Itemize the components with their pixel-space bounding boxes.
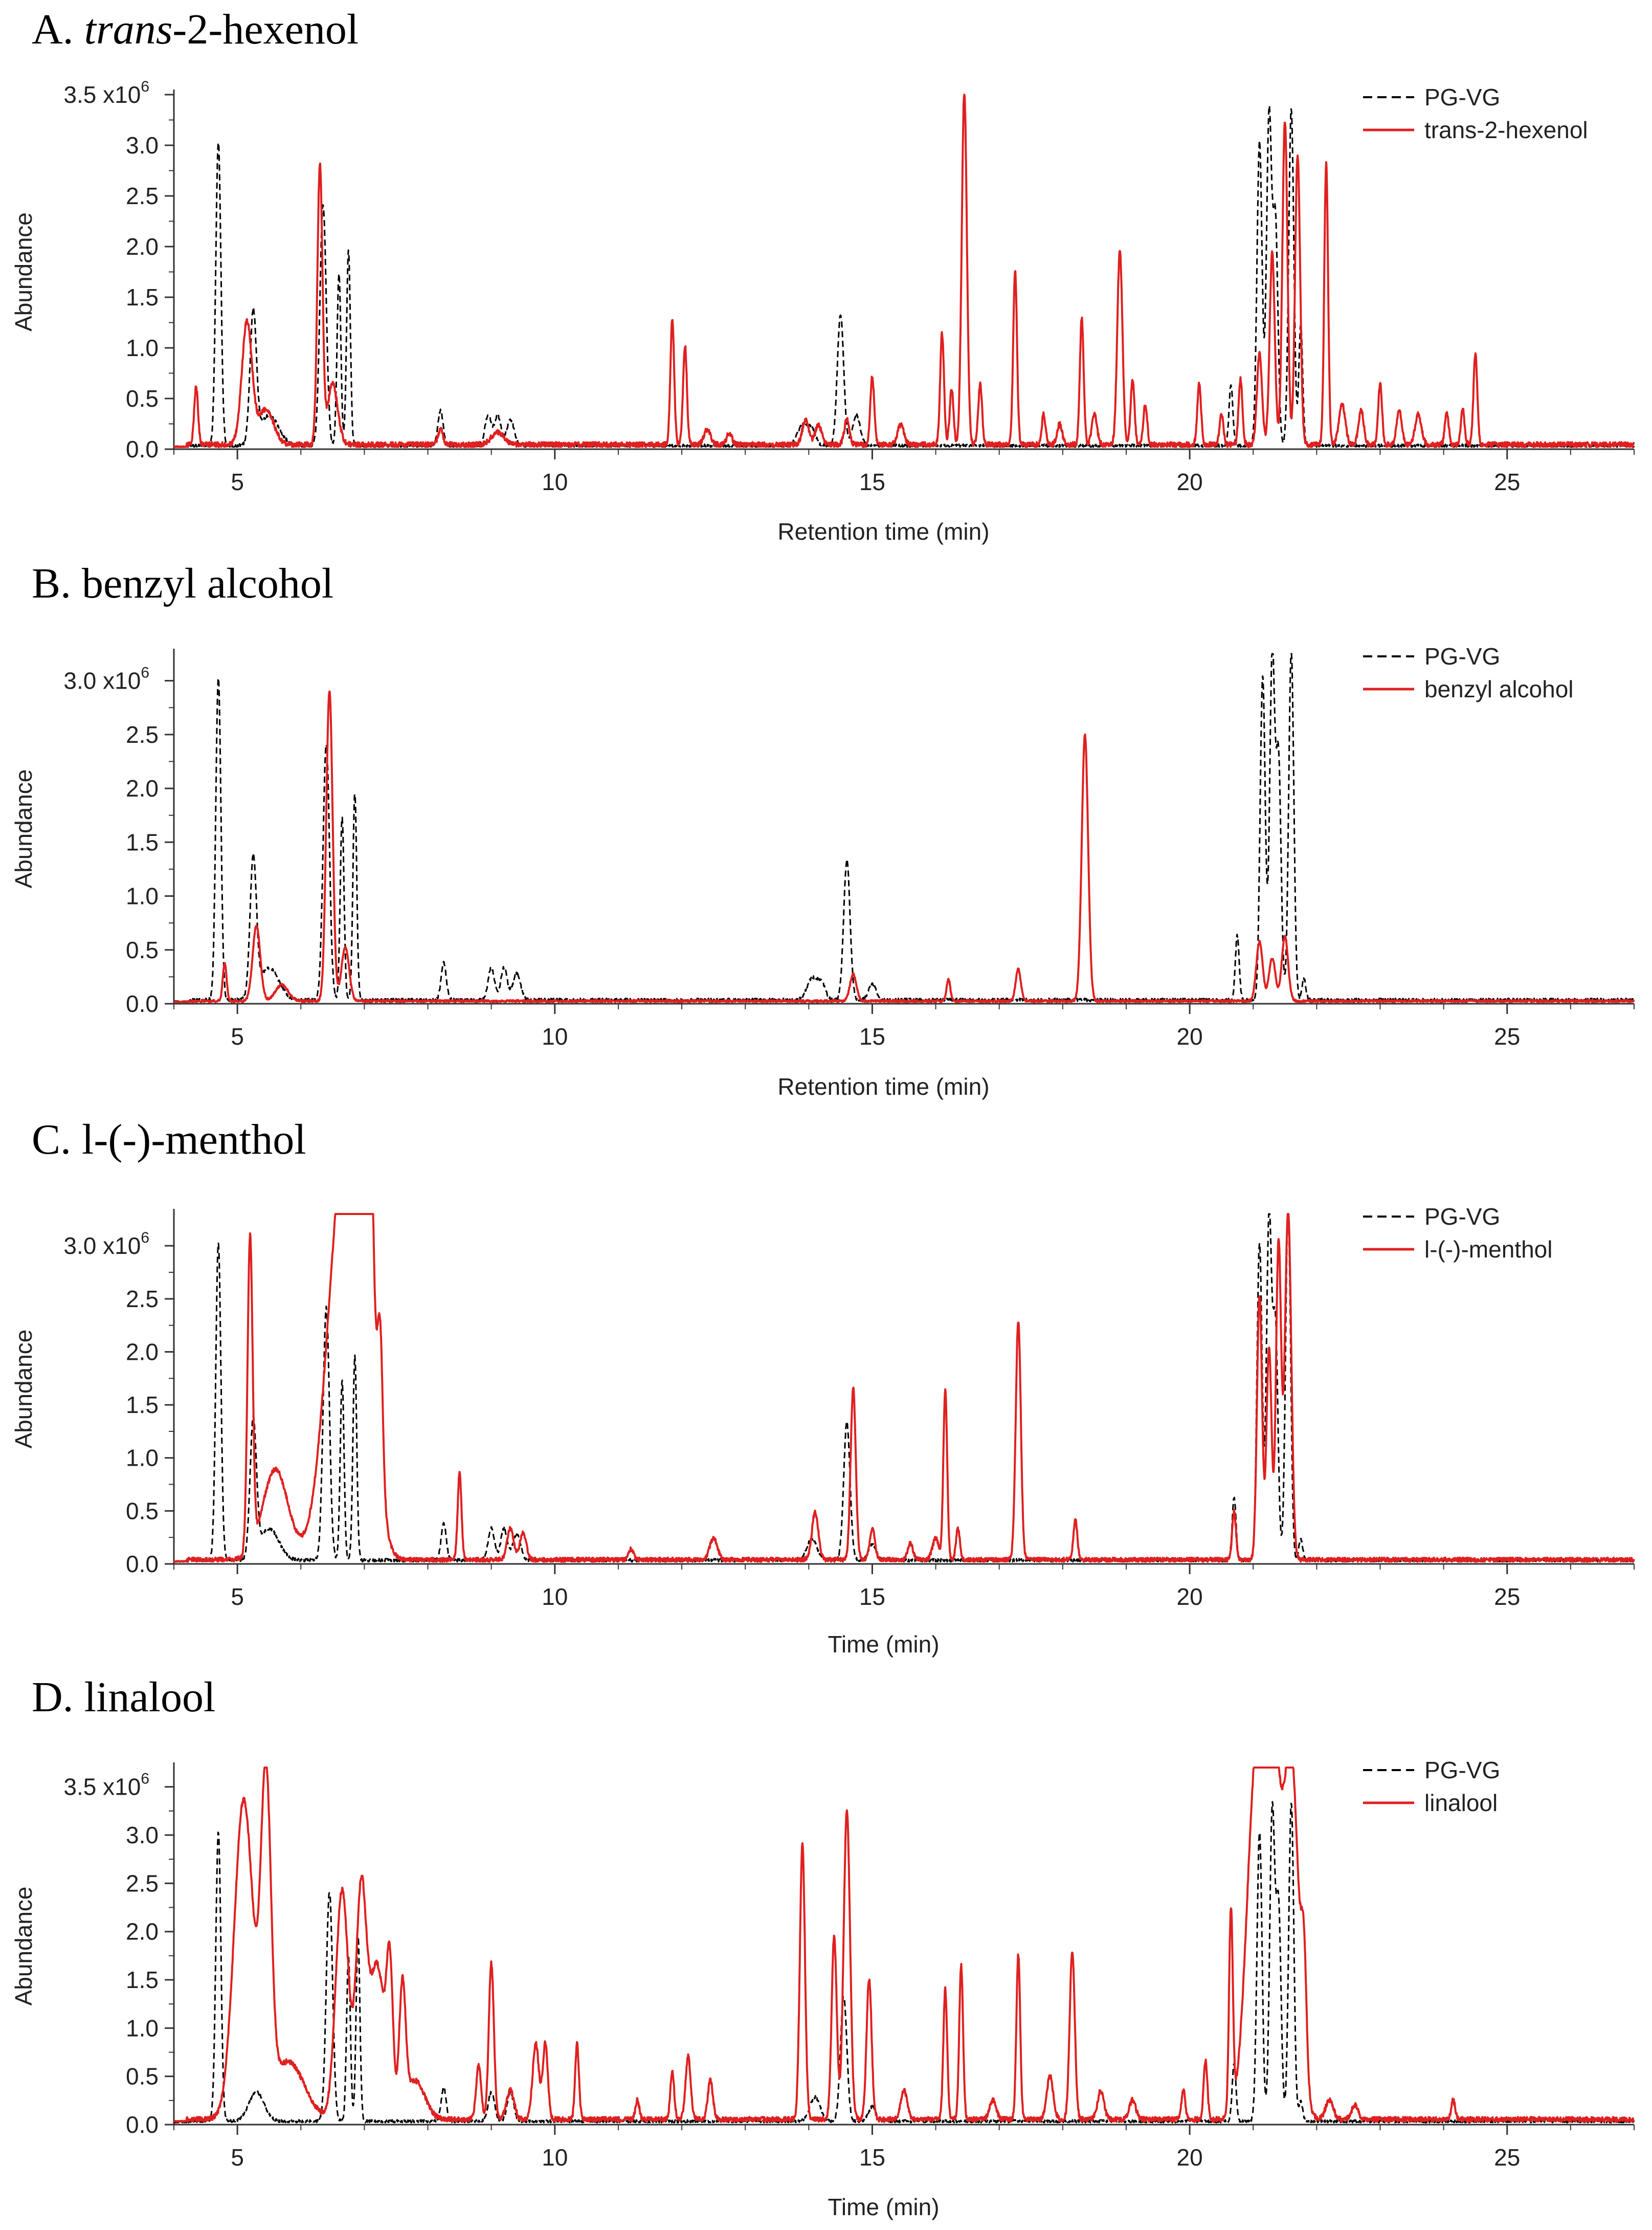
y-tick-label: 1.0 (126, 1445, 159, 1471)
series-line-pg-vg (173, 653, 1635, 1003)
y-exponent: 6 (141, 78, 149, 95)
x-tick-label: 5 (231, 1583, 244, 1610)
panel-a: A. trans-2-hexenol 0.0 0.5 1.0 1.5 2.0 2.5 3.0 3… (10, 6, 1635, 545)
panel-c-title: C. l-(-)-menthol (32, 1116, 306, 1163)
title-prefix: A. (32, 6, 84, 53)
y-axis-label: Abundance (10, 769, 37, 889)
y-tick-label: 1.0 (126, 335, 159, 361)
y-tick-label: 2.0 (126, 233, 159, 260)
y-tick-label: 3.0 x106 (63, 665, 149, 694)
series-line-sample (173, 690, 1635, 1003)
x-tick-label: 10 (542, 2144, 568, 2171)
y-tick-label: 0.0 (126, 1551, 159, 1577)
series-line-pg-vg (173, 104, 1635, 448)
x-tick-label: 25 (1494, 469, 1520, 495)
series-line-pg-vg (173, 1213, 1635, 1563)
title-italic: trans (84, 6, 173, 53)
y-tick-label: 1.5 (126, 284, 159, 311)
y-tick-label: 3.0 x106 (63, 1229, 149, 1259)
x-tick-label: 5 (231, 469, 244, 495)
y-exponent: 6 (141, 665, 149, 681)
x-axis-label: Retention time (min) (777, 518, 989, 545)
x-axis-label: Time (min) (828, 2194, 939, 2220)
y-axis-label: Abundance (10, 212, 37, 332)
y-tick-label: 1.0 (126, 2015, 159, 2041)
legend-label: linalool (1424, 1790, 1498, 1816)
y-tick-label: 0.0 (126, 436, 159, 462)
y-tick-label: 0.5 (126, 1497, 159, 1524)
x-tick-label: 20 (1177, 1023, 1203, 1050)
x-tick-label: 15 (859, 469, 885, 495)
x-tick-label: 5 (231, 1023, 244, 1050)
y-tick-label: 3.0 (126, 1822, 159, 1848)
legend-label: trans-2-hexenol (1424, 117, 1588, 143)
legend-label: PG-VG (1424, 1757, 1500, 1783)
x-tick-label: 10 (542, 1023, 568, 1050)
title-rest: -2-hexenol (172, 6, 359, 53)
panel-c: C. l-(-)-menthol 0.0 0.5 1.0 1.5 2.0 2.5 3.0 x1… (10, 1116, 1635, 1658)
y-axis-label: Abundance (10, 1887, 37, 2006)
y-tick-label: 2.5 (126, 183, 159, 209)
x-tick-label: 25 (1494, 1583, 1520, 1610)
x-tick-label: 20 (1177, 469, 1203, 495)
y-tick-label: 3.5 x106 (63, 78, 149, 108)
panel-b: B. benzyl alcohol 0.0 0.5 1.0 1.5 2.0 2.5 3.0 x… (10, 560, 1635, 1100)
y-tick-label: 1.0 (126, 883, 159, 910)
x-tick-label: 15 (859, 1583, 885, 1610)
series-line-sample (173, 94, 1635, 448)
y-tick-label: 0.0 (126, 990, 159, 1017)
panel-d: D. linalool 0.0 0.5 1.0 1.5 2.0 2.5 3.0 3.5 x106… (10, 1673, 1635, 2220)
x-axis-label: Time (min) (828, 1631, 939, 1658)
panel-d-title: D. linalool (32, 1673, 215, 1721)
legend-label: l-(-)-menthol (1424, 1236, 1552, 1263)
series-line-sample (173, 1767, 1635, 2123)
panel-a-title: A. trans-2-hexenol (32, 6, 359, 53)
x-tick-label: 5 (231, 2144, 244, 2171)
x-tick-label: 20 (1177, 1583, 1203, 1610)
y-exponent: 6 (141, 1229, 149, 1246)
legend-label: PG-VG (1424, 84, 1500, 111)
x-tick-label: 15 (859, 2144, 885, 2171)
x-axis-label: Retention time (min) (777, 1073, 989, 1100)
y-tick-label: 2.0 (126, 1338, 159, 1365)
y-tick-label: 1.5 (126, 1392, 159, 1418)
x-tick-label: 15 (859, 1023, 885, 1050)
y-tick-label: 3.5 x106 (63, 1771, 149, 1800)
y-tick-label: 2.0 (126, 1918, 159, 1945)
x-tick-label: 10 (542, 469, 568, 495)
x-tick-label: 10 (542, 1583, 568, 1610)
y-tick-label: 3.0 (126, 132, 159, 159)
y-tick-label: 2.5 (126, 1286, 159, 1312)
title-prefix: D. linalool (32, 1673, 215, 1721)
y-axis-label: Abundance (10, 1330, 37, 1449)
legend-label: PG-VG (1424, 1203, 1500, 1230)
title-prefix: C. l-(-)-menthol (32, 1116, 306, 1163)
y-tick-label: 0.5 (126, 385, 159, 412)
y-tick-label: 2.5 (126, 1870, 159, 1896)
x-tick-label: 25 (1494, 1023, 1520, 1050)
y-tick-label: 1.5 (126, 1967, 159, 1993)
y-tick-label: 0.5 (126, 937, 159, 963)
y-tick-label: 0.0 (126, 2111, 159, 2138)
x-tick-label: 25 (1494, 2144, 1520, 2171)
series-line-sample (173, 1213, 1635, 1563)
series-line-pg-vg (173, 1801, 1635, 2124)
y-tick-label: 1.5 (126, 829, 159, 855)
legend-label: benzyl alcohol (1424, 676, 1574, 702)
y-exponent: 6 (141, 1771, 149, 1787)
y-tick-label: 2.5 (126, 721, 159, 748)
y-tick-label: 0.5 (126, 2063, 159, 2090)
title-prefix: B. benzyl alcohol (32, 560, 333, 607)
panel-b-title: B. benzyl alcohol (32, 560, 333, 607)
x-tick-label: 20 (1177, 2144, 1203, 2171)
y-tick-label: 2.0 (126, 775, 159, 802)
legend-label: PG-VG (1424, 643, 1500, 670)
